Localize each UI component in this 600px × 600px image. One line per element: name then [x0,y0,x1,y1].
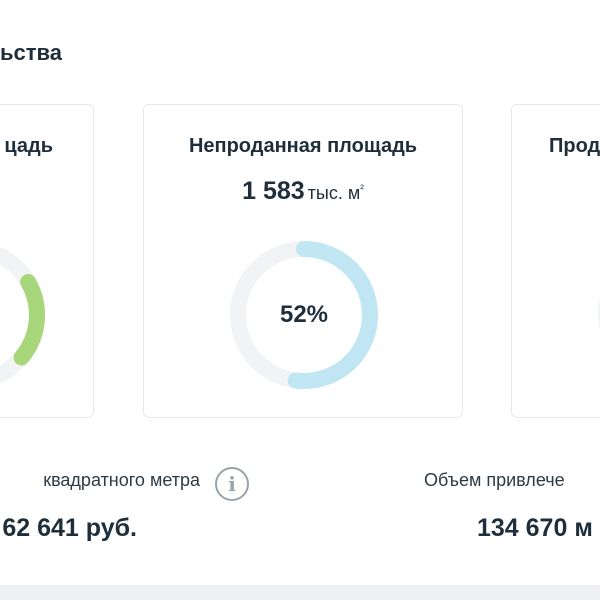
card-sold-area-right: Прод [511,104,600,418]
area-value: 1 583 [242,177,305,205]
donut-chart [598,297,600,333]
price-per-sqm-label: квадратного метра [43,470,200,490]
stats-panel: ьства цадь Непроданная площадь 1 583 тыс.… [0,0,600,585]
raised-volume-label: Объем привлече [424,470,565,490]
price-per-sqm-value: 62 641 руб. [2,514,137,542]
card-title: цадь [4,135,53,157]
donut-chart: 52% [224,235,384,395]
info-icon[interactable]: i [215,467,249,501]
card-unsold-area: Непроданная площадь 1 583 тыс. м² 52% [143,104,463,418]
section-title: ьства [0,40,63,65]
card-title: Прод [549,135,600,157]
donut-arc [230,241,378,389]
area-unit: тыс. м² [307,183,364,203]
donut-arc [13,274,45,366]
card-title: Непроданная площадь [188,135,418,157]
card-value: 1 583 тыс. м² [144,177,462,206]
percent-label: 52% [279,301,329,328]
card-sold-area: цадь [0,104,94,418]
donut-chart [0,246,45,384]
raised-volume-value: 134 670 м [477,514,593,542]
